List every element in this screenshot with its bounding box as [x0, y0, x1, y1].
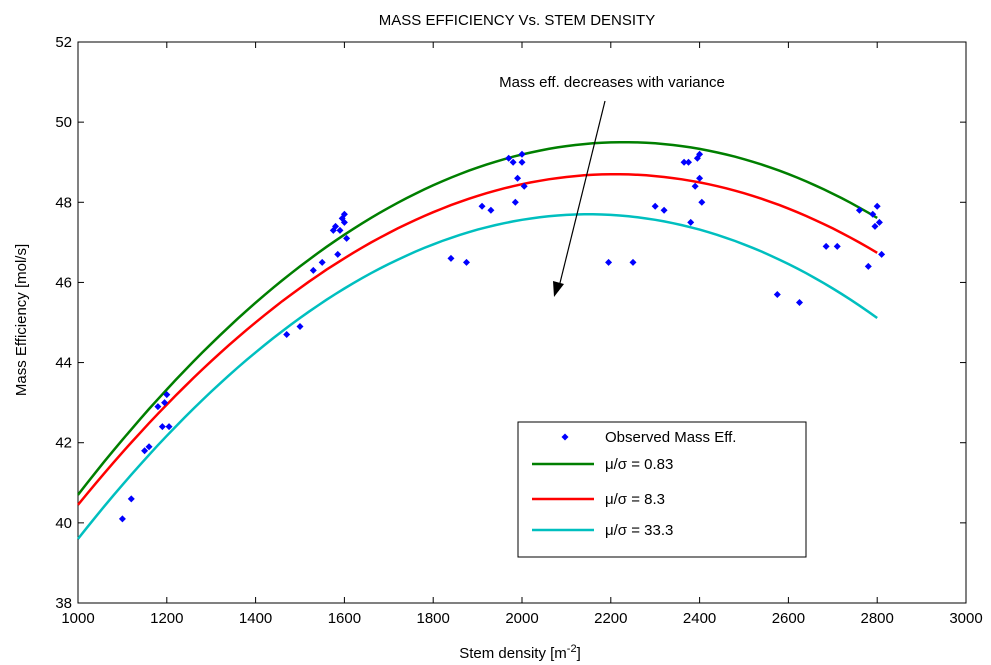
observed-point — [680, 158, 688, 166]
observed-point — [696, 174, 704, 182]
observed-point — [871, 222, 879, 230]
observed-point — [651, 202, 659, 210]
observed-point — [118, 515, 126, 523]
observed-point — [698, 198, 706, 206]
legend-label-1: μ/σ = 0.83 — [605, 456, 673, 473]
observed-point — [696, 150, 704, 158]
chart-title: MASS EFFICIENCY Vs. STEM DENSITY — [379, 12, 655, 29]
observed-point — [318, 258, 326, 266]
y-tick-label: 46 — [55, 274, 72, 291]
observed-point — [511, 198, 519, 206]
annotation-arrowhead — [553, 281, 564, 297]
observed-point — [447, 254, 455, 262]
observed-point — [691, 182, 699, 190]
x-axis-label-superscript: -2 — [567, 643, 577, 655]
y-tick-label: 40 — [55, 515, 72, 532]
x-tick-label: 1800 — [417, 610, 450, 627]
x-tick-label: 2200 — [594, 610, 627, 627]
observed-point — [687, 218, 695, 226]
plot-area: 1000 1200 1400 1600 1800 2000 2200 2400 2600 2800… — [55, 34, 982, 627]
x-tick-label: 1600 — [328, 610, 361, 627]
fit-curve-2 — [77, 173, 878, 506]
x-tick-label: 2400 — [683, 610, 716, 627]
observed-point — [514, 174, 522, 182]
y-tick-label: 50 — [55, 114, 72, 131]
observed-point — [509, 158, 517, 166]
legend-label-2: μ/σ = 8.3 — [605, 491, 665, 508]
observed-point — [873, 202, 881, 210]
observed-point — [864, 262, 872, 270]
observed-point — [487, 206, 495, 214]
x-axis-label: Stem density [m-2] — [459, 643, 581, 662]
observed-point — [518, 158, 526, 166]
observed-point — [878, 250, 886, 258]
observed-point — [520, 182, 528, 190]
observed-point — [141, 447, 149, 455]
annotation-text: Mass eff. decreases with variance — [499, 74, 725, 91]
observed-point — [605, 258, 613, 266]
observed-point — [875, 218, 883, 226]
legend-label-3: μ/σ = 33.3 — [605, 522, 673, 539]
annotation-arrow-line — [557, 100, 606, 292]
x-tick-label: 3000 — [949, 610, 982, 627]
x-axis-label-main: Stem density [m — [459, 645, 567, 662]
y-tick-label: 44 — [55, 355, 72, 372]
observed-point — [773, 290, 781, 298]
observed-point — [145, 443, 153, 451]
x-tick-label: 2000 — [505, 610, 538, 627]
observed-point — [161, 399, 169, 407]
observed-point — [165, 423, 173, 431]
observed-point — [505, 154, 513, 162]
observed-point — [336, 226, 344, 234]
observed-point — [463, 258, 470, 266]
x-tick-label: 1400 — [239, 610, 272, 627]
y-tick-label: 52 — [55, 34, 72, 51]
y-tick-label: 38 — [55, 595, 72, 612]
observed-point — [309, 266, 317, 274]
observed-point — [296, 323, 304, 331]
observed-point — [685, 158, 692, 166]
observed-point — [127, 495, 135, 503]
observed-point — [833, 242, 841, 250]
fit-curve-3 — [77, 213, 878, 540]
observed-point — [158, 423, 166, 431]
x-tick-label: 2600 — [772, 610, 805, 627]
observed-point — [855, 206, 863, 214]
observed-point — [796, 298, 803, 306]
y-tick-label: 42 — [55, 435, 72, 452]
x-tick-label: 1000 — [61, 610, 94, 627]
observed-point — [340, 218, 348, 226]
observed-point — [822, 242, 830, 250]
observed-point — [478, 202, 486, 210]
x-axis-label-end: ] — [577, 645, 581, 662]
legend-label-observed: Observed Mass Eff. — [605, 429, 736, 446]
observed-point — [660, 206, 668, 214]
fit-curve-1 — [77, 140, 878, 496]
observed-point — [343, 234, 351, 242]
observed-point — [518, 150, 526, 158]
y-tick-label: 48 — [55, 194, 72, 211]
x-tick-label: 2800 — [861, 610, 894, 627]
observed-point — [154, 403, 162, 411]
legend-box — [517, 421, 807, 558]
y-axis-label: Mass Efficiency [mol/s] — [13, 244, 30, 396]
observed-point — [283, 331, 291, 339]
observed-point — [163, 391, 171, 399]
observed-point — [332, 222, 340, 230]
legend-marker-observed — [561, 433, 569, 441]
x-tick-label: 1200 — [150, 610, 183, 627]
observed-point — [334, 250, 342, 258]
observed-point — [869, 210, 877, 218]
observed-point — [340, 210, 348, 218]
observed-point — [629, 258, 637, 266]
